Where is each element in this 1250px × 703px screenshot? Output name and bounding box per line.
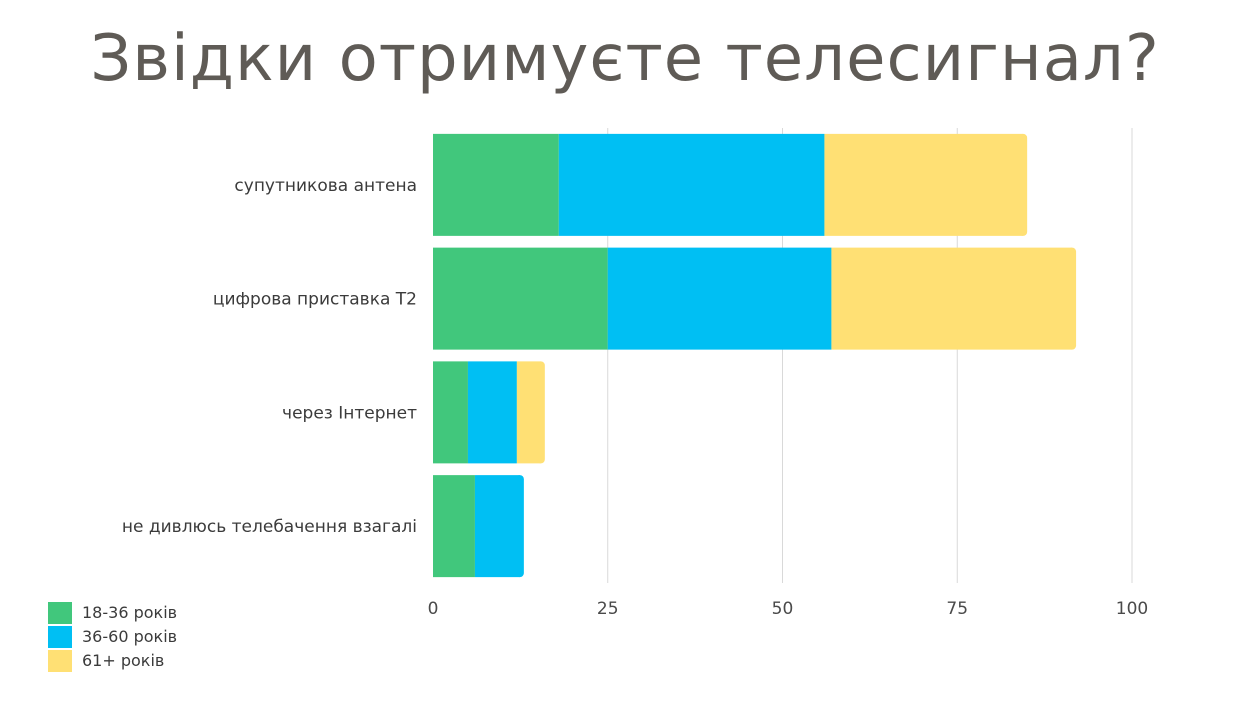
legend-swatch [48,650,72,672]
legend-label: 61+ років [82,651,164,670]
bar-segment [433,247,608,350]
bar-end-cap [1068,247,1077,350]
legend-swatch [48,626,72,648]
bar-segment [433,361,468,464]
legend-label: 36-60 років [82,627,177,646]
category-labels: супутникова антена цифрова приставка Т2 че… [122,176,417,537]
x-tick-label: 75 [946,599,968,619]
bar-end-cap [1019,133,1028,236]
bar-segment [607,247,832,350]
bar-segment [474,475,520,578]
bar-end-cap [536,361,545,464]
bar-segment [433,475,475,578]
bar-segment [516,361,541,464]
bar-segment [558,133,825,236]
chart-title: Звідки отримуєте телесигнал? [90,22,1160,96]
bar-segment [467,361,517,464]
x-tick-label: 100 [1116,599,1148,619]
legend-label: 18-36 років [82,603,177,622]
category-label: цифрова приставка Т2 [213,290,417,310]
bar-segment [433,133,559,236]
x-tick-label: 50 [772,599,794,619]
x-tick-label: 0 [428,599,439,619]
bars [433,133,1077,578]
legend: 18-36 років 36-60 років 61+ років [48,602,177,672]
legend-swatch [48,602,72,624]
x-tick-label: 25 [597,599,619,619]
bar-end-cap [515,475,524,578]
bar-segment [824,133,1024,236]
category-label: не дивлюсь телебачення взагалі [122,517,417,537]
category-label: через Інтернет [282,403,417,423]
x-axis-tick-labels: 0 25 50 75 100 [428,599,1149,619]
category-label: супутникова антена [234,176,417,196]
bar-segment [831,247,1073,350]
